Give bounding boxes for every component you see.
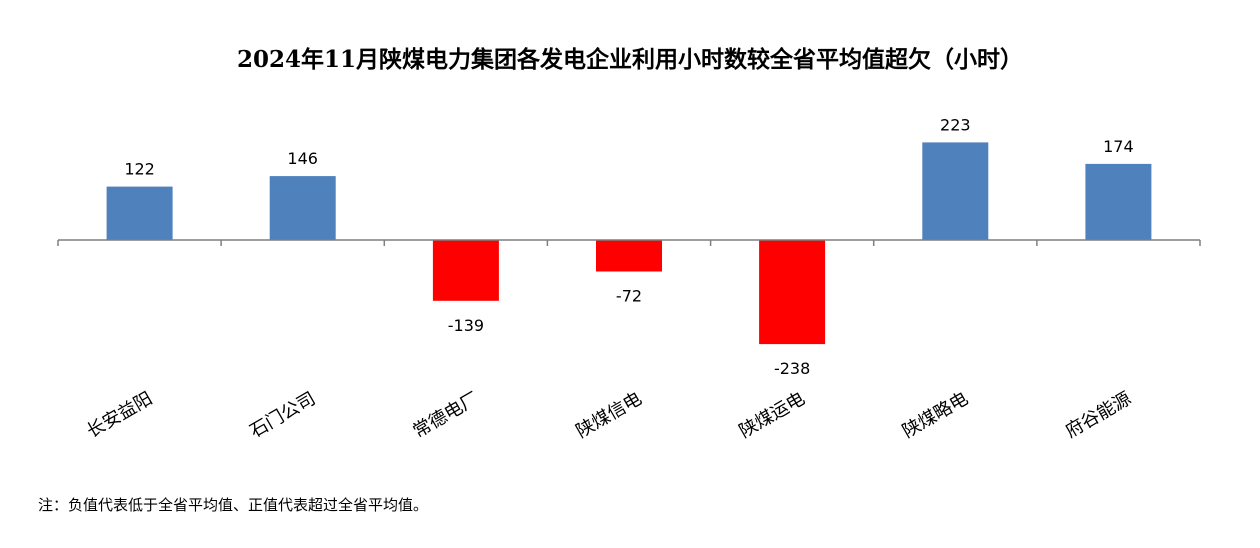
x-tick-label: 陕煤略电	[899, 388, 972, 442]
data-label: 122	[124, 160, 155, 179]
bar	[1085, 163, 1152, 240]
chart-title: 2024年11月陕煤电力集团各发电企业利用小时数较全省平均值超欠（小时）	[236, 46, 1024, 73]
x-tick-label: 常德电厂	[410, 388, 483, 442]
x-tick-label: 府谷能源	[1062, 388, 1135, 442]
bar	[432, 240, 499, 301]
footnote: 注：负值代表低于全省平均值、正值代表超过全省平均值。	[38, 496, 429, 514]
data-label: 174	[1103, 137, 1134, 156]
x-tick-label: 长安益阳	[83, 388, 156, 442]
x-tick-label: 陕煤运电	[736, 388, 809, 442]
x-axis	[57, 239, 1201, 246]
value-labels: 122 146 -139 -72 -238 223 174	[124, 115, 1133, 378]
bar	[106, 186, 173, 240]
data-label: 223	[940, 115, 971, 134]
bar	[596, 240, 662, 272]
x-tick-label: 陕煤信电	[573, 388, 646, 442]
bar	[759, 240, 826, 345]
data-label: -139	[448, 316, 484, 335]
data-label: -72	[616, 287, 642, 306]
bars-layer	[106, 142, 1152, 345]
x-tick-label: 石门公司	[246, 388, 319, 442]
tick-labels: 长安益阳 石门公司 常德电厂 陕煤信电 陕煤运电 陕煤略电 府谷能源	[83, 388, 1135, 442]
data-label: -238	[774, 359, 810, 378]
bar	[922, 142, 989, 240]
data-label: 146	[287, 149, 318, 168]
bar	[269, 176, 336, 240]
